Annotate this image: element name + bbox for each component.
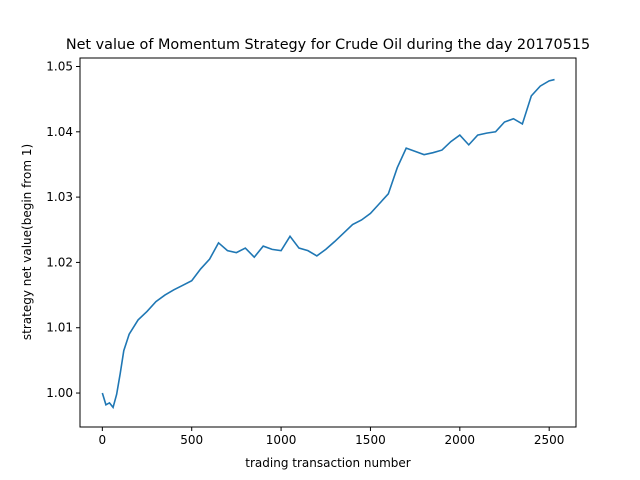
x-tick-label: 1500 — [355, 433, 386, 447]
y-axis-ticks: 1.00 1.01 1.02 1.03 1.04 1.05 — [46, 59, 80, 400]
y-tick-label: 1.05 — [46, 59, 73, 73]
y-axis-label: strategy net value(begin from 1) — [20, 144, 34, 340]
y-tick-label: 1.01 — [46, 321, 73, 335]
y-tick-label: 1.00 — [46, 386, 73, 400]
x-tick-label: 2500 — [534, 433, 565, 447]
plot-frame — [79, 57, 577, 428]
x-axis-ticks: 0 500 1000 1500 2000 2500 — [99, 427, 565, 447]
y-tick-label: 1.03 — [46, 190, 73, 204]
x-tick-label: 0 — [99, 433, 107, 447]
x-tick-label: 1000 — [266, 433, 297, 447]
y-tick-label: 1.02 — [46, 255, 73, 269]
x-tick-label: 2000 — [445, 433, 476, 447]
series-line — [101, 78, 555, 410]
plot-area: 0 500 1000 1500 2000 2500 1.001.011.021.031.0… — [46, 57, 577, 447]
x-axis-label: trading transaction number — [245, 456, 410, 470]
chart-title: Net value of Momentum Strategy for Crude… — [66, 37, 590, 53]
x-tick-label: 500 — [180, 433, 203, 447]
y-tick-label: 1.04 — [46, 125, 73, 139]
